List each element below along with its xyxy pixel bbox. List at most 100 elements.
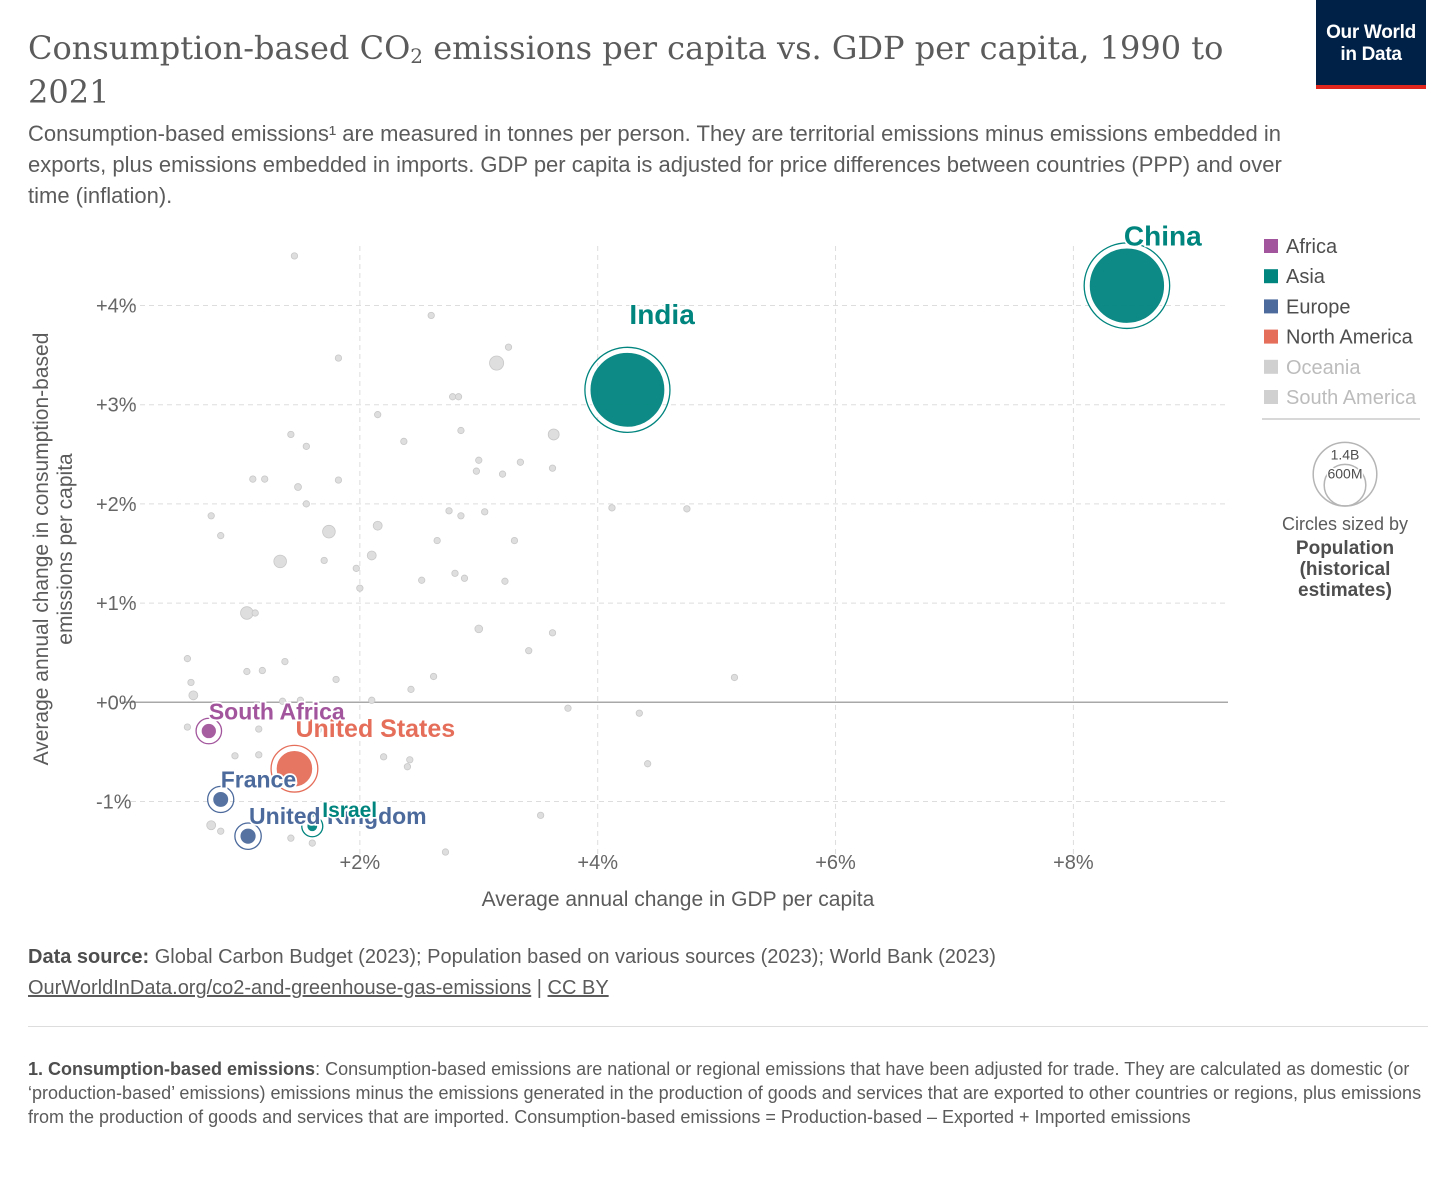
country-point: [644, 760, 652, 768]
country-point: [501, 577, 509, 585]
country-point: [290, 252, 299, 260]
country-point: [548, 629, 557, 637]
country-point: [433, 536, 441, 545]
country-point: [547, 428, 560, 441]
country-point: [251, 609, 259, 617]
chart-title: Consumption-based CO2 emissions per capi…: [28, 26, 1268, 114]
country-point: [308, 839, 316, 847]
x-tick-label: +8%: [1053, 852, 1094, 874]
country-point: [231, 752, 239, 760]
country-point: [296, 696, 304, 704]
y-tick-label: +0%: [96, 692, 137, 714]
legend: Africa Asia Europe North America Oceania Sout…: [1264, 236, 1417, 409]
source-separator: |: [531, 977, 548, 999]
country-point: [322, 524, 336, 539]
footnote-label: 1. Consumption-based emissions: [28, 1059, 316, 1079]
country-point: [212, 790, 230, 809]
country-point: [548, 464, 557, 472]
point-label: China: [1124, 221, 1202, 252]
country-point: [608, 504, 616, 512]
point-label: United States: [295, 715, 455, 743]
country-point: [243, 667, 251, 676]
highlighted-points: [195, 242, 1171, 850]
point-label: Israel: [322, 799, 377, 822]
country-point: [498, 470, 507, 478]
country-point: [683, 505, 691, 513]
country-point: [525, 647, 533, 655]
license-link[interactable]: CC BY: [547, 977, 609, 999]
legend-swatch: [1264, 269, 1278, 284]
country-point: [1088, 247, 1166, 325]
country-point: [306, 820, 319, 833]
country-point: [206, 820, 217, 831]
country-point: [239, 827, 257, 845]
y-tick-label: +2%: [96, 494, 137, 516]
footnote: 1. Consumption-based emissions: Consumpt…: [28, 1057, 1428, 1129]
point-label: South Africa: [209, 698, 345, 724]
country-point: [457, 426, 465, 435]
country-point-halo: [1083, 242, 1171, 330]
country-point: [429, 672, 438, 681]
point-label: United Kingdom: [249, 803, 427, 829]
country-point: [258, 666, 266, 675]
country-point: [302, 500, 310, 508]
country-point: [278, 697, 287, 705]
y-axis-label-line-2: emissions per capita: [54, 453, 77, 645]
country-point: [537, 811, 545, 819]
title-part-1: Consumption-based CO: [28, 29, 411, 67]
country-point: [635, 709, 643, 717]
country-point: [481, 508, 489, 516]
size-legend-metric: (historical: [1300, 559, 1391, 580]
size-legend-big-label: 1.4B: [1331, 446, 1360, 462]
y-axis-label-line-1: Average annual change in consumption-bas…: [30, 333, 53, 766]
country-point: [441, 848, 450, 856]
country-point: [240, 606, 254, 620]
country-point: [255, 751, 263, 759]
legend-label: Asia: [1286, 266, 1326, 288]
country-point: [474, 624, 484, 634]
country-point: [564, 704, 572, 712]
country-point: [418, 576, 426, 584]
y-tick-labels: +4% +3% +2% +1% +0% -1%: [96, 296, 137, 814]
country-point: [489, 355, 505, 371]
country-point-halo: [270, 744, 319, 793]
x-tick-label: +4%: [577, 852, 618, 874]
country-point: [249, 475, 257, 483]
country-point: [504, 343, 513, 351]
point-label: India: [629, 299, 695, 330]
country-point: [261, 475, 269, 483]
country-point: [472, 467, 480, 475]
country-point: [187, 678, 195, 687]
x-tick-labels: +2% +4% +6% +8%: [340, 852, 1094, 874]
source-text: Global Carbon Budget (2023); Population …: [149, 946, 996, 968]
y-axis-label: Average annual change in consumption-bas…: [30, 333, 77, 766]
country-point: [356, 584, 364, 592]
legend-label: South America: [1286, 387, 1417, 409]
country-point: [407, 685, 415, 693]
country-point: [207, 512, 215, 520]
y-tick-label: +3%: [96, 395, 137, 417]
owid-logo[interactable]: Our World in Data: [1316, 0, 1426, 89]
source-url-link[interactable]: OurWorldInData.org/co2-and-greenhouse-ga…: [28, 977, 532, 999]
country-point: [273, 554, 287, 569]
country-point: [454, 393, 463, 401]
country-point: [183, 655, 192, 663]
country-point: [281, 657, 289, 666]
country-point: [287, 834, 295, 842]
country-point: [403, 763, 412, 771]
country-point: [320, 556, 328, 565]
country-point: [334, 354, 343, 362]
legend-label: Africa: [1286, 236, 1338, 258]
country-point: [287, 430, 295, 439]
legend-swatch: [1264, 390, 1278, 404]
country-point: [366, 550, 377, 561]
country-point: [368, 696, 376, 704]
x-axis-label: Average annual change in GDP per capita: [482, 888, 875, 911]
legend-label: Oceania: [1286, 357, 1361, 379]
country-point: [255, 725, 263, 733]
y-tick-label: +1%: [96, 593, 137, 615]
data-source: Data source: Global Carbon Budget (2023)…: [28, 942, 1428, 1004]
country-point: [445, 507, 453, 515]
country-point: [406, 756, 414, 764]
